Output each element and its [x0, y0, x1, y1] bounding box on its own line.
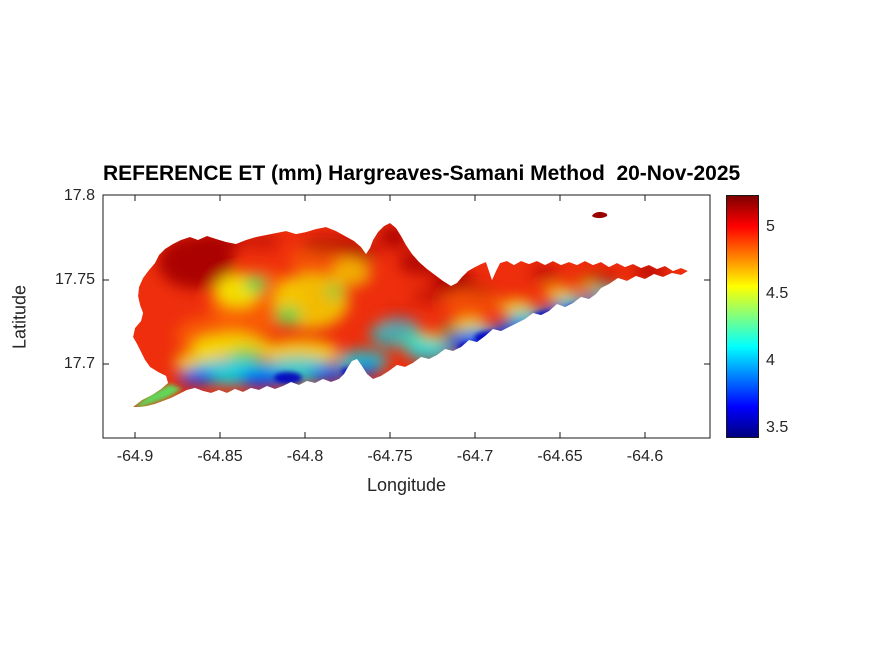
colorbar-tick-label: 5 — [766, 218, 775, 235]
x-tick-label: -64.85 — [197, 448, 243, 465]
figure-title: REFERENCE ET (mm) Hargreaves-Samani Meth… — [103, 162, 741, 185]
y-axis-label: Latitude — [9, 284, 30, 350]
x-tick-label: -64.8 — [286, 448, 324, 465]
x-tick-label: -64.75 — [367, 448, 413, 465]
y-tick-label: 17.75 — [54, 271, 95, 288]
colorbar-tick-label: 4.5 — [766, 285, 789, 302]
x-tick-label: -64.7 — [456, 448, 494, 465]
et-heat-field — [133, 223, 688, 407]
y-tick-label: 17.7 — [63, 355, 95, 372]
colorbar-tick-label: 3.5 — [766, 419, 789, 436]
x-tick-label: -64.6 — [626, 448, 664, 465]
colorbar-tick-label: 4 — [766, 352, 775, 369]
southwest-tail-green — [133, 384, 182, 407]
x-tick-label: -64.65 — [537, 448, 583, 465]
colorbar-gradient — [726, 195, 759, 438]
y-tick-label: 17.8 — [63, 187, 95, 204]
x-tick-label: -64.9 — [116, 448, 154, 465]
x-axis-label: Longitude — [366, 475, 447, 495]
axis-tick-marks — [103, 195, 710, 438]
axes-frame — [102, 194, 711, 439]
small-islet-shape — [592, 212, 608, 219]
